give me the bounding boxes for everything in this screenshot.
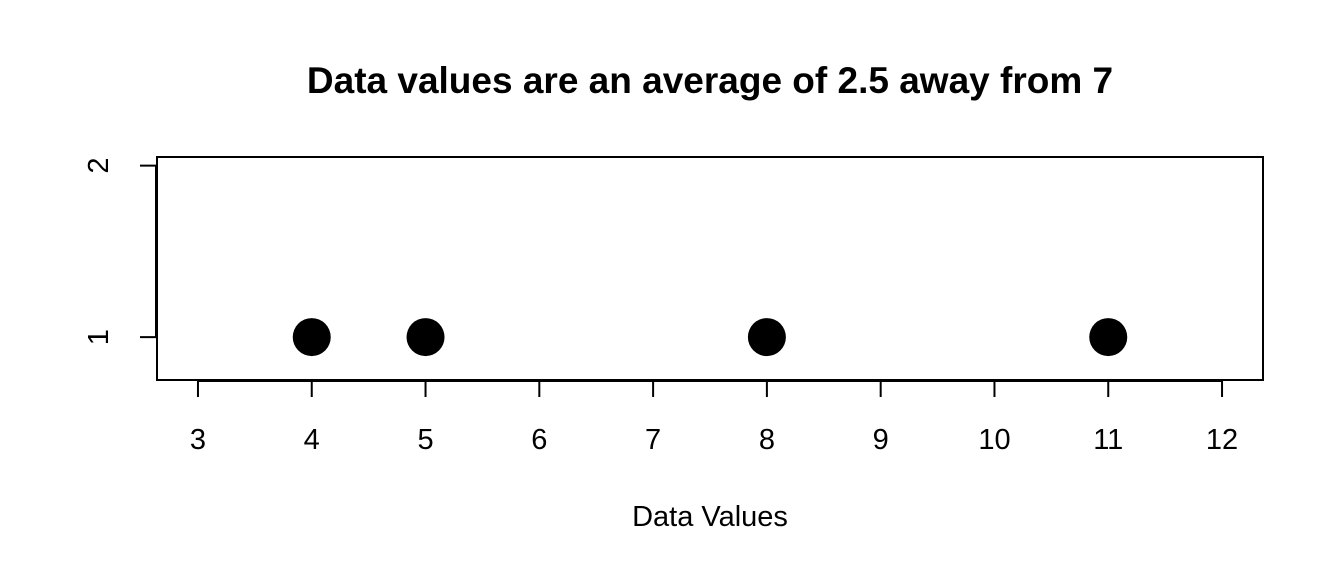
y-axis: 12 <box>83 158 157 345</box>
y-tick-label: 1 <box>83 329 115 345</box>
x-tick-label: 11 <box>1093 424 1123 456</box>
x-axis: 3 4 5 6 7 8 9 10 11 12 <box>190 380 1238 456</box>
chart-title: Data values are an average of 2.5 away f… <box>307 60 1113 101</box>
x-tick-label: 8 <box>759 424 775 456</box>
x-tick-label: 7 <box>645 424 661 456</box>
data-point <box>747 318 786 357</box>
data-point <box>1089 318 1128 357</box>
data-point <box>292 318 331 357</box>
x-tick-label: 10 <box>978 424 1010 456</box>
x-tick-label: 12 <box>1206 424 1238 456</box>
x-tick-label: 4 <box>304 424 320 456</box>
data-points <box>292 318 1128 357</box>
x-tick-label: 5 <box>417 424 433 456</box>
x-tick-label: 6 <box>531 424 547 456</box>
x-tick-label: 9 <box>873 424 889 456</box>
y-tick-label: 2 <box>83 158 115 174</box>
x-tick-label: 3 <box>190 424 206 456</box>
data-point <box>406 318 445 357</box>
x-axis-label: Data Values <box>632 501 788 533</box>
